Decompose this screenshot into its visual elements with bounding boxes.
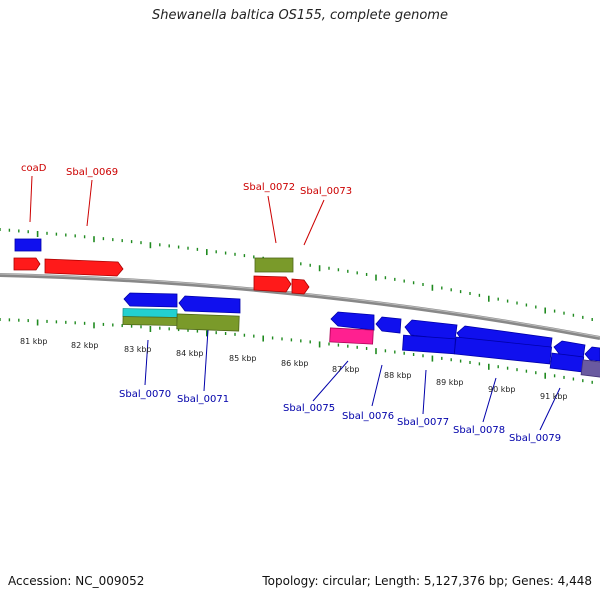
kbp-label: 81 kbp — [20, 337, 48, 346]
gene-cyan[interactable] — [122, 308, 178, 318]
gene-purple[interactable] — [580, 359, 600, 378]
label-Sbal_0069[interactable]: Sbal_0069 — [66, 167, 118, 178]
gene-Sbal_0070[interactable] — [123, 292, 178, 308]
genome-backbone — [0, 273, 600, 340]
gene-Sbal_0072[interactable] — [253, 275, 292, 293]
gene-coaD-blue[interactable] — [14, 238, 42, 252]
map-title: Shewanella baltica OS155, complete genom… — [152, 8, 448, 23]
pointer-Sbal_0075 — [312, 360, 349, 402]
label-coaD[interactable]: coaD — [21, 163, 47, 174]
label-Sbal_0071[interactable]: Sbal_0071 — [177, 394, 229, 405]
gene-long-blue-b[interactable] — [453, 336, 553, 365]
gene-Sbal_0071[interactable] — [178, 295, 241, 314]
label-Sbal_0072[interactable]: Sbal_0072 — [243, 182, 295, 193]
gene-Sbal_0075[interactable] — [330, 311, 375, 331]
lower-tick-track — [0, 318, 593, 384]
label-Sbal_0075[interactable]: Sbal_0075 — [283, 403, 335, 414]
pointer-Sbal_0070 — [144, 339, 149, 386]
kbp-label: 84 kbp — [176, 349, 204, 358]
kbp-label: 90 kbp — [488, 385, 516, 394]
pointer-Sbal_0071 — [203, 329, 209, 392]
pointer-Sbal_0078 — [482, 377, 497, 423]
gene-Sbal_0075-pink[interactable] — [329, 327, 374, 345]
pointer-Sbal_0079 — [539, 387, 561, 431]
gene-Sbal_0076[interactable] — [375, 316, 402, 334]
gene-long-blue-a[interactable] — [402, 334, 456, 355]
kbp-label: 82 kbp — [71, 341, 99, 350]
kbp-label: 86 kbp — [281, 359, 309, 368]
label-Sbal_0079[interactable]: Sbal_0079 — [509, 433, 561, 444]
label-Sbal_0078[interactable]: Sbal_0078 — [453, 425, 505, 436]
pointer-Sbal_0076 — [371, 364, 383, 407]
pointer-Sbal_0073 — [303, 199, 325, 246]
kbp-label: 91 kbp — [540, 392, 568, 401]
gene-olive-a[interactable] — [122, 316, 178, 326]
pointer-Sbal_0069 — [86, 179, 93, 227]
label-Sbal_0076[interactable]: Sbal_0076 — [342, 411, 394, 422]
upper-tick-track — [0, 228, 593, 322]
kbp-label: 88 kbp — [384, 371, 412, 380]
gene-Sbal_0069[interactable] — [44, 258, 124, 277]
accession-text: Accession: NC_009052 — [8, 574, 145, 588]
label-Sbal_0073[interactable]: Sbal_0073 — [300, 186, 352, 197]
gene-olive-b[interactable] — [176, 313, 240, 332]
label-Sbal_0070[interactable]: Sbal_0070 — [119, 389, 171, 400]
kbp-label: 89 kbp — [436, 378, 464, 387]
genome-summary-text: Topology: circular; Length: 5,127,376 bp… — [262, 574, 592, 588]
pointer-coaD — [29, 175, 33, 223]
gene-Sbal_0072-olive[interactable] — [254, 257, 294, 273]
gene-edge-right[interactable] — [584, 346, 600, 362]
kbp-label: 85 kbp — [229, 354, 257, 363]
pointer-Sbal_0077 — [422, 369, 427, 415]
gene-coaD[interactable] — [13, 257, 41, 271]
pointer-Sbal_0072 — [267, 195, 277, 244]
gene-Sbal_0073[interactable] — [291, 278, 310, 295]
kbp-label: 87 kbp — [332, 365, 360, 374]
label-Sbal_0077[interactable]: Sbal_0077 — [397, 417, 449, 428]
kbp-label: 83 kbp — [124, 345, 152, 354]
